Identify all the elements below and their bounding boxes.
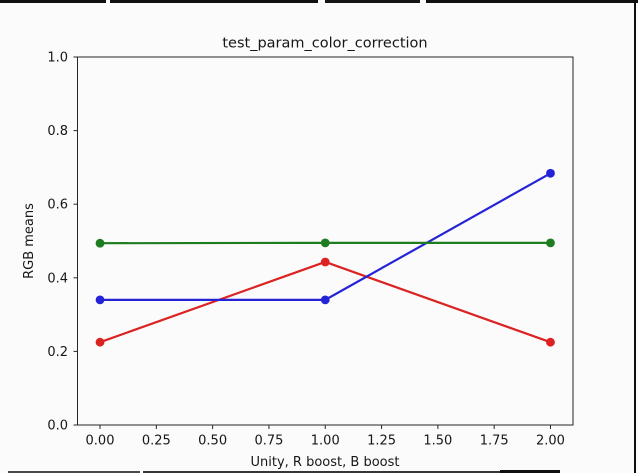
- x-tick-label: 1.25: [367, 434, 396, 449]
- y-tick-label: 0.8: [47, 124, 68, 139]
- y-axis-label: RGB means: [22, 203, 37, 279]
- y-tick-label: 0.4: [47, 271, 68, 286]
- y-tick-label: 0.0: [47, 419, 68, 434]
- green-data-point-marker: [320, 238, 330, 248]
- x-tick-label: 2.00: [536, 434, 565, 449]
- x-axis-ticks: 0.00 0.25 0.50 0.75 1.00 1.25 1.50 1.75 2.00: [86, 425, 565, 449]
- y-tick-label: 1.0: [47, 51, 68, 66]
- y-tick-label: 0.6: [47, 198, 68, 213]
- series-green: [95, 238, 555, 248]
- red-data-point-marker: [95, 337, 105, 347]
- blue-data-point-marker: [95, 295, 105, 305]
- green-data-point-marker: [95, 238, 105, 248]
- blue-line: [98, 172, 552, 301]
- chart-title: test_param_color_correction: [222, 36, 427, 52]
- series-red: [95, 257, 555, 347]
- green-data-point-marker: [546, 238, 555, 248]
- x-tick-label: 0.50: [198, 434, 227, 449]
- x-axis-label: Unity, R boost, B boost: [251, 455, 400, 470]
- series-blue: [95, 168, 555, 305]
- x-tick-label: 0.75: [254, 434, 283, 449]
- y-axis-ticks: 0.0 0.2 0.4 0.6 0.8 1.0: [47, 51, 78, 434]
- blue-data-point-marker: [320, 295, 330, 305]
- x-tick-label: 1.00: [311, 434, 340, 449]
- red-data-point-marker: [320, 257, 330, 267]
- blue-data-point-marker: [546, 168, 555, 178]
- x-tick-label: 0.25: [142, 434, 171, 449]
- x-tick-label: 1.50: [423, 434, 452, 449]
- x-tick-label: 1.75: [480, 434, 509, 449]
- red-data-point-marker: [546, 337, 555, 347]
- y-tick-label: 0.2: [47, 345, 68, 360]
- x-tick-label: 0.00: [86, 434, 115, 449]
